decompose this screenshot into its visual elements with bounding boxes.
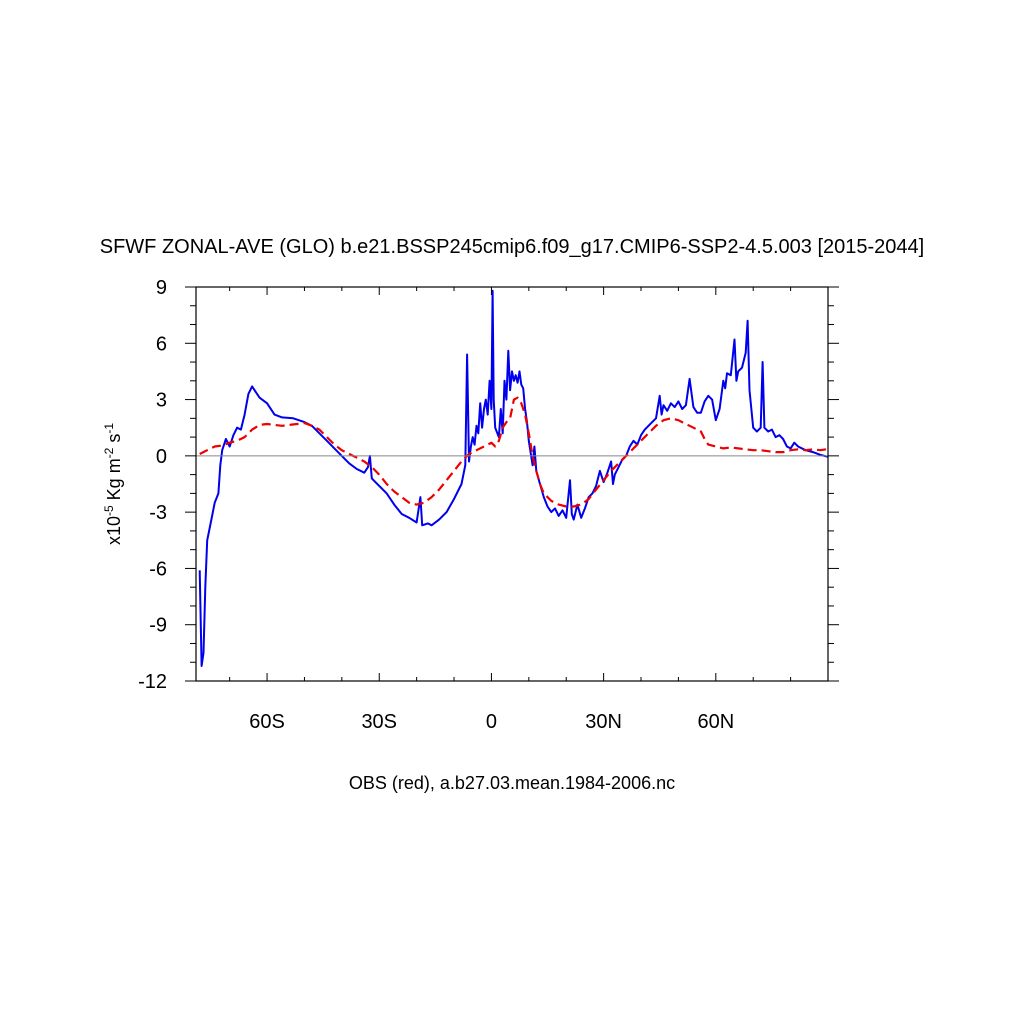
x-tick-label: 30S xyxy=(361,711,397,733)
y-tick-label: -9 xyxy=(149,615,167,637)
y-tick-label: 3 xyxy=(156,390,167,412)
plot-frame xyxy=(195,286,829,682)
y-tick-label: 0 xyxy=(156,446,167,468)
y-tick-label: -12 xyxy=(138,671,167,693)
y-tick-label: 6 xyxy=(156,333,167,355)
y-axis-labels: 9 6 3 0 -3 -6 -9 -12 xyxy=(138,277,167,693)
y-tick-label: 9 xyxy=(156,277,167,299)
x-tick-label: 0 xyxy=(486,711,497,733)
chart-title: SFWF ZONAL-AVE (GLO) b.e21.BSSP245cmip6.… xyxy=(100,236,924,258)
x-axis-labels: 60S 30S 0 30N 60N xyxy=(249,711,734,733)
series-layer xyxy=(198,289,829,667)
series-line-1 xyxy=(198,289,829,667)
y-axis-label: x10-5 Kg m-2 s-1 xyxy=(102,423,124,545)
chart-subtitle: OBS (red), a.b27.03.mean.1984-2006.nc xyxy=(349,773,675,793)
series-line-2 xyxy=(199,396,827,508)
y-tick-label: -3 xyxy=(149,502,167,524)
x-tick-label: 30N xyxy=(585,711,622,733)
x-tick-label: 60S xyxy=(249,711,285,733)
y-tick-label: -6 xyxy=(149,558,167,580)
plot-area: 60S 30S 0 30N 60N 9 6 3 0 -3 -6 -9 -12 xyxy=(138,277,839,733)
x-tick-label: 60N xyxy=(697,711,734,733)
ticks-layer xyxy=(185,286,839,682)
